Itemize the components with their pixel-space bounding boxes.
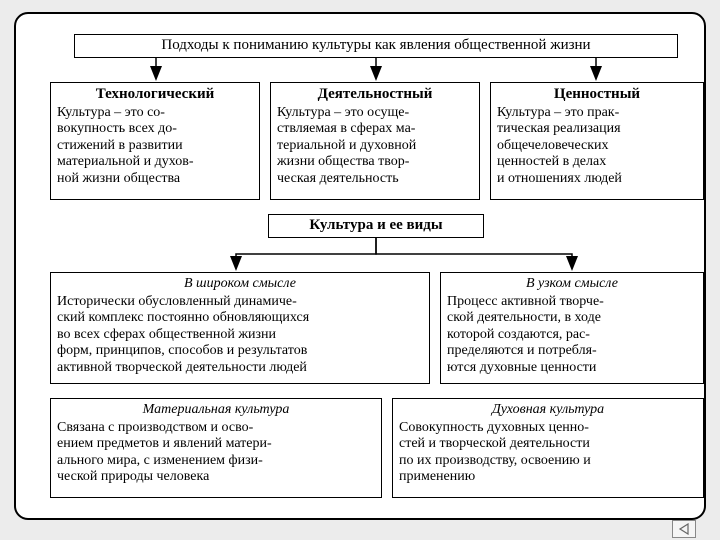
kind-body: Совокупность духовных ценно- стей и твор… <box>399 420 697 486</box>
approach-head: Технологический <box>57 86 253 104</box>
approach-value: Ценностный Культура – это прак- тическая… <box>490 82 704 200</box>
kind-material: Материальная культура Связана с производ… <box>50 398 382 498</box>
sense-head: В узком смысле <box>447 276 697 293</box>
diagram-sheet: Подходы к пониманию культуры как явления… <box>14 12 706 520</box>
kind-spiritual: Духовная культура Совокупность духовных … <box>392 398 704 498</box>
approach-body: Культура – это осуще- ствляемая в сферах… <box>277 105 473 188</box>
approach-activity: Деятельностный Культура – это осуще- ств… <box>270 82 480 200</box>
title-kinds: Культура и ее виды <box>268 214 484 238</box>
sense-body: Исторически обусловленный динамиче- ский… <box>57 294 423 377</box>
sense-body: Процесс активной творче- ской деятельнос… <box>447 294 697 377</box>
approach-head: Ценностный <box>497 86 697 104</box>
sense-narrow: В узком смысле Процесс активной творче- … <box>440 272 704 384</box>
kind-body: Связана с производством и осво- ением пр… <box>57 420 375 486</box>
title-approaches: Подходы к пониманию культуры как явления… <box>74 34 678 58</box>
prev-slide-button[interactable] <box>672 520 696 538</box>
sense-broad: В широком смысле Исторически обусловленн… <box>50 272 430 384</box>
approach-body: Культура – это прак- тическая реализация… <box>497 105 697 188</box>
approach-technological: Технологический Культура – это со- вокуп… <box>50 82 260 200</box>
approach-head: Деятельностный <box>277 86 473 104</box>
kind-head: Духовная культура <box>399 402 697 419</box>
sense-head: В широком смысле <box>57 276 423 293</box>
approach-body: Культура – это со- вокупность всех до- с… <box>57 105 253 188</box>
kind-head: Материальная культура <box>57 402 375 419</box>
